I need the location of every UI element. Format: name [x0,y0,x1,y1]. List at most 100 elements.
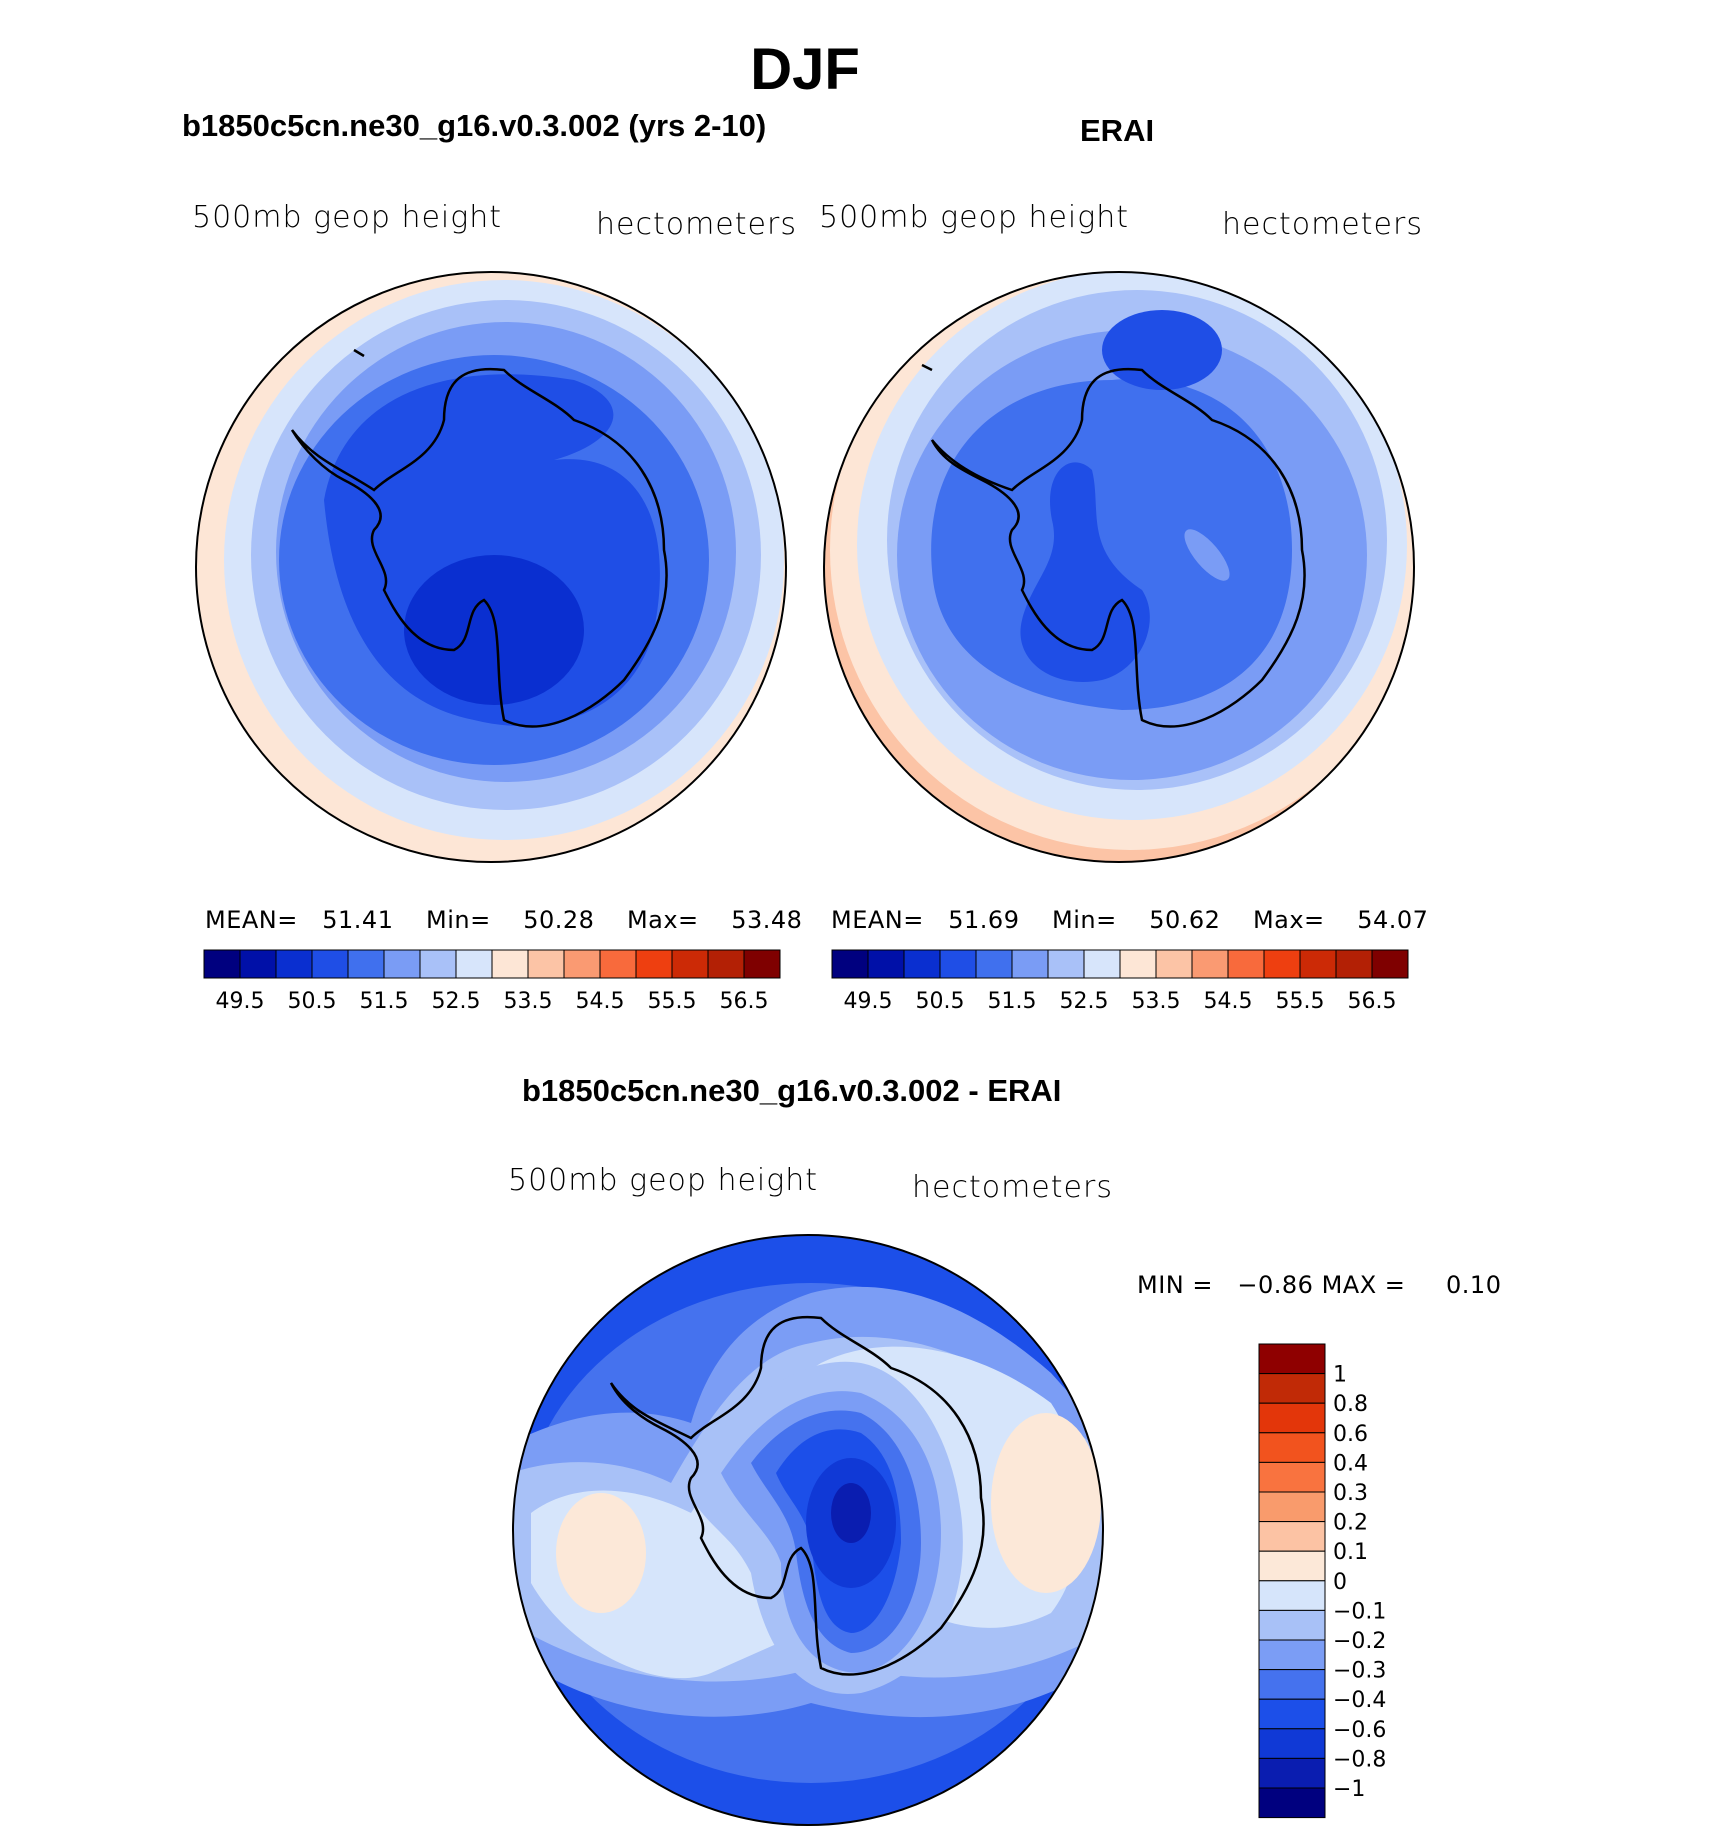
panel-1-colorbar-box [311,949,349,979]
panel-2-max-label: Max= [1252,906,1325,934]
panel-1-colorbar-box [275,949,313,979]
panel-2-colorbar-box [831,949,869,979]
panel-2-colorbar-tick-label: 56.5 [1348,989,1397,1014]
panel-1-map [195,271,787,863]
panel-2-colorbar-tick-label: 51.5 [988,989,1037,1014]
panel-3-colorbar-tick-label: −0.4 [1333,1688,1386,1713]
panel-3-colorbar: 1 0.8 0.6 0.4 0.3 0.2 0.1 0 −0.1 −0.2 −0.3 −0.4 −0.6… [1258,1343,1386,1819]
panel-3-colorbar-tick-label: 0.6 [1333,1422,1368,1447]
panel-3-colorbar-box [1258,1521,1326,1552]
panel-1-colorbar-box [707,949,745,979]
panel-2-colorbar-tick-label: 54.5 [1204,989,1253,1014]
panel-2-map [823,271,1415,863]
panel-2-colorbar-box [1119,949,1157,979]
panel-1-colorbar: 49.5 50.5 51.5 52.5 53.5 54.5 55.5 56.5 [203,949,781,1014]
panel-3-colorbar-box [1258,1639,1326,1671]
panel-1-min-value: 50.28 [523,906,595,934]
panel-3-colorbar-box [1258,1580,1326,1611]
panel-3-colorbar-box [1258,1698,1326,1730]
panel-1-colorbar-box [203,949,241,979]
panel-2-antarctica-coastline [921,363,1306,728]
panel-2-colorbar-box [1155,949,1193,979]
panel-1-colorbar-box [383,949,421,979]
panel-3-colorbar-box [1258,1609,1326,1641]
panel-3-max-value: 0.10 [1446,1271,1502,1299]
panel-2-colorbar-box [1371,949,1409,979]
panel-1-colorbar-tick-label: 56.5 [720,989,769,1014]
panel-2-colorbar-box [1299,949,1337,979]
panel-1-colorbar-tick-label: 53.5 [504,989,553,1014]
panel-2-min-label: Min= [1051,906,1117,934]
panel-3-colorbar-box [1258,1432,1326,1463]
panel-2-stats: MEAN= 51.69 Min= 50.62 Max= 54.07 [831,906,1428,934]
panel-3-colorbar-box [1258,1669,1326,1700]
panel-1-colorbar-box [455,949,493,979]
panel-3-colorbar-tick-label: 1 [1333,1363,1347,1388]
panel-2-title: ERAI [1080,113,1155,148]
panel-3-max-label: MAX = [1321,1271,1406,1299]
panel-3-colorbar-tick-label: −0.3 [1333,1659,1386,1684]
panel-3-colorbar-box [1258,1461,1326,1493]
panel-1-colorbar-box [239,949,277,979]
panel-1-colorbar-box [563,949,601,979]
panel-3-colorbar-box [1258,1343,1326,1375]
panel-1-colorbar-tick-label: 50.5 [288,989,337,1014]
panel-2-max-value: 54.07 [1357,906,1429,934]
panel-2-contour-510-north [1102,310,1222,390]
panel-1-antarctica-coastline [290,348,668,728]
panel-1-colorbar-tick-label: 51.5 [360,989,409,1014]
panel-2-colorbar: 49.5 50.5 51.5 52.5 53.5 54.5 55.5 56.5 [831,949,1409,1014]
panel-1-colorbar-box [491,949,529,979]
panel-3-colorbar-tick-label: 0.3 [1333,1481,1368,1506]
panel-3-colorbar-tick-label: 0.1 [1333,1540,1368,1565]
panel-2-colorbar-tick-label: 50.5 [916,989,965,1014]
panel-3-colorbar-tick-label: −0.6 [1333,1718,1386,1743]
panel-3-colorbar-box [1258,1550,1326,1582]
panel-2-colorbar-box [939,949,977,979]
panel-2-variable-label: 500mb geop height [819,200,1130,235]
panel-2-colorbar-box [903,949,941,979]
panel-3-colorbar-tick-label: 0.2 [1333,1511,1368,1536]
panel-1-colorbar-tick-label: 54.5 [576,989,625,1014]
panel-3-contour-pos01-east [991,1413,1101,1593]
panel-2-colorbar-box [867,949,905,979]
panel-1-mean-value: 51.41 [322,906,394,934]
panel-1-max-label: Max= [626,906,699,934]
panel-3-title: b1850c5cn.ne30_g16.v0.3.002 - ERAI [522,1073,1062,1108]
panel-2-colorbar-tick-label: 53.5 [1132,989,1181,1014]
panel-3-colorbar-tick-label: −0.8 [1333,1747,1386,1772]
panel-1-colorbar-box [671,949,709,979]
panel-3-map-border [512,1234,1104,1826]
panel-3-colorbar-box [1258,1491,1326,1523]
panel-1-max-value: 53.48 [731,906,803,934]
panel-2-colorbar-box [1011,949,1049,979]
panel-3-colorbar-tick-label: 0.4 [1333,1451,1368,1476]
panel-3-min-label: MIN = [1137,1271,1213,1299]
panel-3-units-label: hectometers [912,1170,1113,1205]
panel-2-map-border [823,271,1415,863]
panel-1-min-label: Min= [425,906,491,934]
panel-3-colorbar-tick-label: 0 [1333,1570,1347,1595]
panel-1-colorbar-box [599,949,637,979]
panel-2-mean-value: 51.69 [948,906,1020,934]
panel-1-colorbar-box [527,949,565,979]
panel-3-colorbar-tick-label: −1 [1333,1777,1365,1802]
panel-2-colorbar-box [1335,949,1373,979]
panel-3-colorbar-box [1258,1728,1326,1759]
panel-2-contour-510-south [1020,462,1150,682]
panel-3-colorbar-box [1258,1373,1326,1404]
panel-3-colorbar-box [1258,1757,1326,1789]
panel-2-colorbar-box [1083,949,1121,979]
panel-2-colorbar-box [1263,949,1301,979]
panel-2-contour-520-inner [1184,529,1230,581]
panel-2-colorbar-box [1047,949,1085,979]
panel-1-units-label: hectometers [596,207,797,242]
panel-2-min-value: 50.62 [1149,906,1221,934]
panel-1-colorbar-tick-label: 55.5 [648,989,697,1014]
panel-3-colorbar-tick-label: −0.1 [1333,1599,1386,1624]
panel-2-colorbar-tick-label: 55.5 [1276,989,1325,1014]
panel-3-min-value: −0.86 [1237,1271,1314,1299]
panel-2-colorbar-tick-label: 52.5 [1060,989,1109,1014]
panel-3-contour-neg10 [831,1483,871,1543]
panel-3-colorbar-tick-label: −0.2 [1333,1629,1386,1654]
